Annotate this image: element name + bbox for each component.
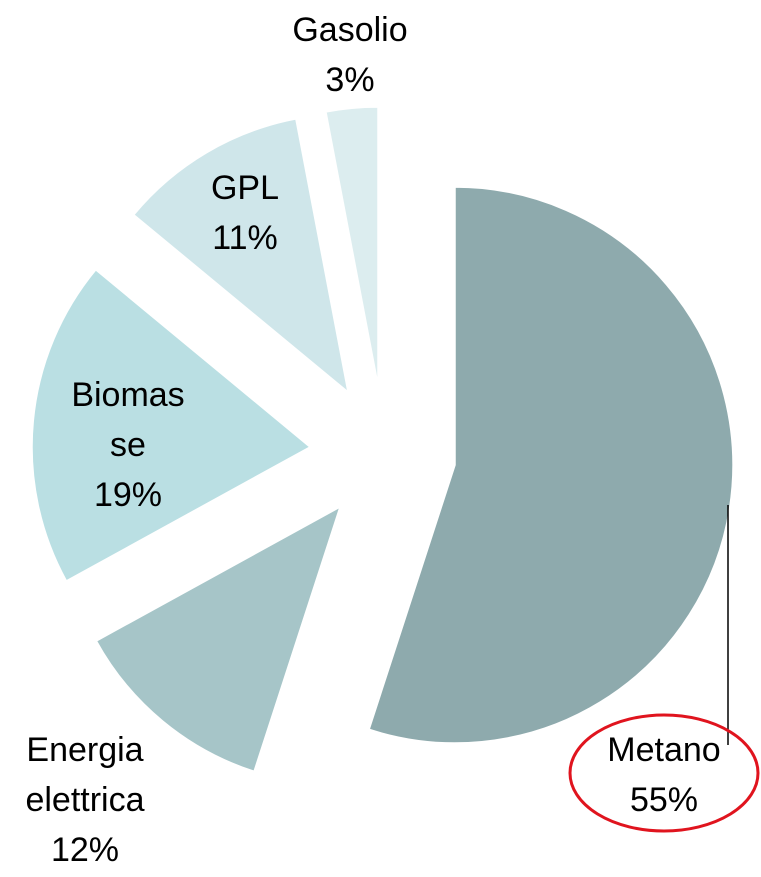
pie-slice	[132, 118, 350, 394]
slice-label: Energia elettrica	[25, 731, 144, 819]
slice-value-label: 11%	[212, 219, 278, 257]
highlight-ellipse	[568, 713, 760, 833]
slice-value-label: 12%	[51, 831, 119, 869]
slice-label: Gasolio	[292, 11, 407, 49]
slice-label: GPL	[211, 169, 279, 207]
slice-value-label: 3%	[325, 61, 374, 99]
slice-value-label: 19%	[94, 476, 162, 514]
pie-slice	[325, 106, 379, 386]
pie-slice	[31, 268, 312, 582]
slice-value-label: 55%	[630, 781, 698, 819]
slice-label: Metano	[607, 731, 720, 769]
slice-label: Biomas se	[71, 376, 184, 464]
pie-slice	[368, 186, 734, 744]
pie-slice	[95, 505, 342, 773]
